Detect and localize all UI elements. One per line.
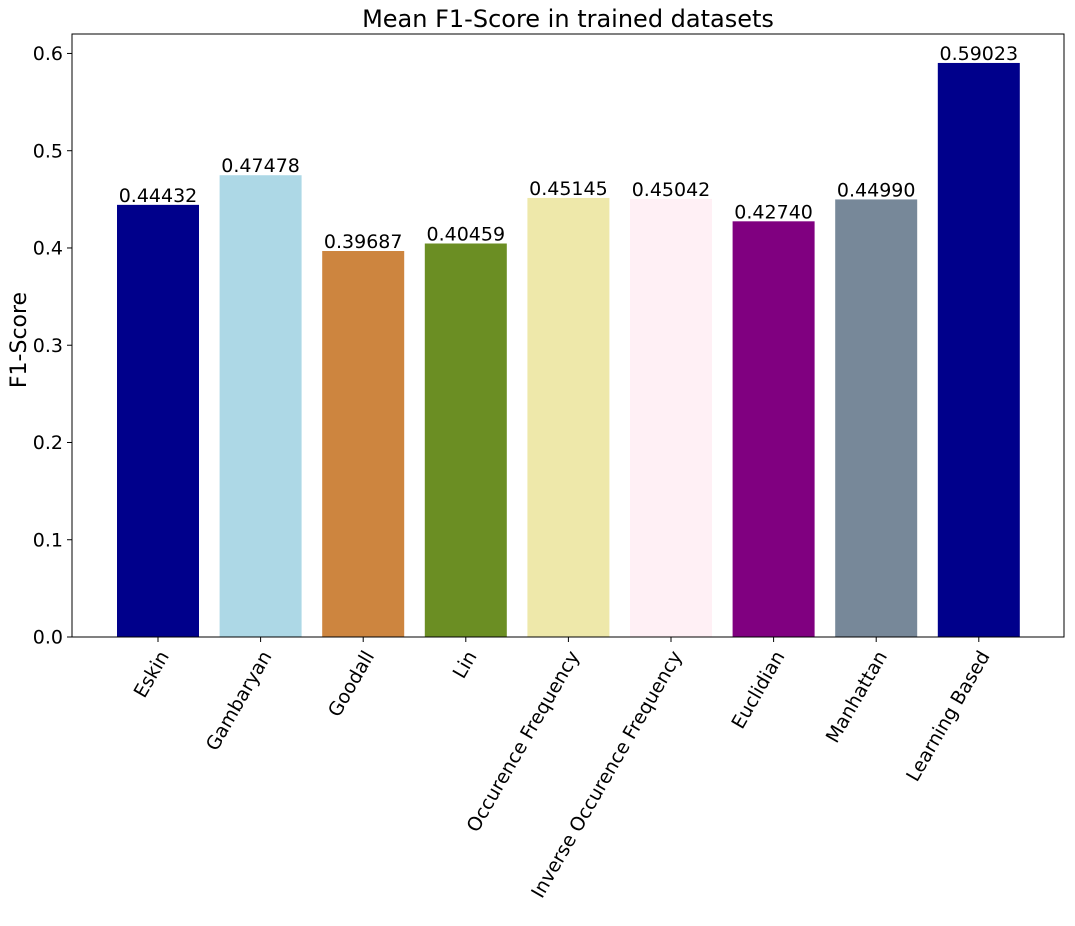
x-tick-label-6: Euclidian — [727, 647, 789, 733]
y-tick-label-6: 0.6 — [33, 43, 63, 65]
y-tick-label-0: 0.0 — [33, 627, 63, 649]
bar-4 — [527, 197, 610, 637]
bar-1 — [219, 175, 302, 637]
bar-8 — [937, 62, 1020, 637]
x-tick-label-2: Goodall — [324, 647, 379, 721]
bar-2 — [322, 251, 405, 638]
data-labels-layer: 0.44432 0.47478 0.39687 0.40459 0.45145 0.450… — [119, 43, 1018, 253]
x-tick-label-3: Lin — [449, 647, 482, 682]
bar-value-label-2: 0.39687 — [324, 231, 403, 253]
y-axis: 0.0 0.1 0.2 0.3 0.4 0.5 0.6 — [33, 43, 72, 649]
bars-layer — [117, 62, 1020, 638]
bar-value-label-1: 0.47478 — [221, 155, 300, 177]
bar-value-label-0: 0.44432 — [119, 185, 198, 207]
plot-frame — [71, 33, 1065, 638]
x-tick-label-4: Occurence Frequency — [463, 647, 585, 836]
chart-title: Mean F1-Score in trained datasets — [362, 5, 774, 33]
y-tick-label-2: 0.2 — [33, 432, 63, 454]
bar-value-label-6: 0.42740 — [734, 201, 813, 223]
x-tick-label-7: Manhattan — [822, 647, 892, 747]
bar-5 — [630, 198, 712, 637]
x-tick-label-0: Eskin — [130, 647, 174, 702]
x-tick-label-1: Gambaryan — [202, 647, 277, 754]
y-axis-label: F1-Score — [7, 292, 32, 388]
bar-value-label-7: 0.44990 — [837, 179, 916, 201]
bar-value-label-4: 0.45145 — [529, 178, 608, 200]
y-tick-label-5: 0.5 — [33, 140, 63, 162]
y-tick-label-4: 0.4 — [33, 238, 63, 260]
y-tick-label-3: 0.3 — [33, 335, 63, 357]
bar-value-label-5: 0.45042 — [632, 179, 711, 201]
y-tick-label-1: 0.1 — [33, 529, 63, 551]
bar-0 — [117, 204, 199, 637]
x-tick-label-8: Learning Based — [902, 647, 994, 785]
bar-7 — [835, 199, 918, 637]
bar-6 — [732, 221, 815, 637]
bar-value-label-3: 0.40459 — [427, 224, 506, 246]
bar-3 — [424, 243, 507, 637]
bar-value-label-8: 0.59023 — [940, 43, 1019, 65]
